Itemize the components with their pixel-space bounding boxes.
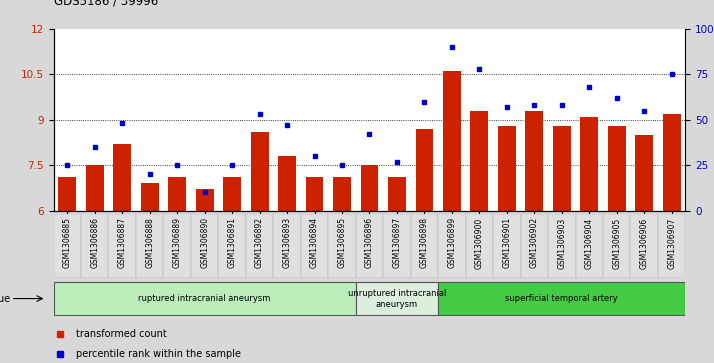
Text: transformed count: transformed count — [76, 329, 166, 339]
Text: GSM1306907: GSM1306907 — [667, 217, 676, 269]
Text: superficial temporal artery: superficial temporal artery — [506, 294, 618, 303]
Text: unruptured intracranial
aneurysm: unruptured intracranial aneurysm — [348, 289, 446, 309]
Text: GSM1306886: GSM1306886 — [90, 217, 99, 268]
Bar — [521, 214, 548, 278]
Text: GSM1306889: GSM1306889 — [173, 217, 181, 268]
Bar — [658, 214, 685, 278]
Bar — [59, 177, 76, 211]
Text: GSM1306900: GSM1306900 — [475, 217, 484, 269]
Bar — [333, 177, 351, 211]
Bar — [493, 214, 521, 278]
Bar — [553, 126, 570, 211]
Bar — [54, 282, 356, 315]
Bar — [635, 135, 653, 211]
Bar — [548, 214, 575, 278]
Text: GSM1306888: GSM1306888 — [145, 217, 154, 268]
Bar — [356, 282, 438, 315]
Bar — [526, 111, 543, 211]
Bar — [54, 214, 81, 278]
Text: tissue: tissue — [0, 294, 11, 303]
Text: GSM1306896: GSM1306896 — [365, 217, 374, 269]
Bar — [328, 214, 356, 278]
Bar — [278, 156, 296, 211]
Text: GSM1306885: GSM1306885 — [63, 217, 72, 268]
Bar — [663, 114, 680, 211]
Bar — [608, 126, 625, 211]
Bar — [301, 214, 328, 278]
Text: GSM1306890: GSM1306890 — [200, 217, 209, 269]
Text: GSM1306905: GSM1306905 — [613, 217, 621, 269]
Text: GDS5186 / 39996: GDS5186 / 39996 — [54, 0, 158, 7]
Text: percentile rank within the sample: percentile rank within the sample — [76, 349, 241, 359]
Bar — [251, 132, 268, 211]
Bar — [356, 214, 383, 278]
Text: GSM1306891: GSM1306891 — [228, 217, 236, 268]
Bar — [246, 214, 273, 278]
Text: GSM1306887: GSM1306887 — [118, 217, 126, 268]
Bar — [191, 214, 218, 278]
Bar — [223, 177, 241, 211]
Bar — [141, 183, 159, 211]
Bar — [443, 72, 461, 211]
Text: GSM1306898: GSM1306898 — [420, 217, 429, 268]
Bar — [388, 177, 406, 211]
Bar — [411, 214, 438, 278]
Text: GSM1306893: GSM1306893 — [283, 217, 291, 269]
Text: GSM1306895: GSM1306895 — [338, 217, 346, 269]
Text: GSM1306894: GSM1306894 — [310, 217, 319, 269]
Bar — [580, 117, 598, 211]
Bar — [466, 214, 493, 278]
Bar — [196, 189, 213, 211]
Text: GSM1306904: GSM1306904 — [585, 217, 594, 269]
Bar — [575, 214, 603, 278]
Bar — [603, 214, 630, 278]
Bar — [86, 165, 104, 211]
Text: GSM1306906: GSM1306906 — [640, 217, 649, 269]
Text: GSM1306892: GSM1306892 — [255, 217, 264, 268]
Bar — [361, 165, 378, 211]
Bar — [438, 282, 685, 315]
Bar — [383, 214, 411, 278]
Bar — [109, 214, 136, 278]
Text: GSM1306897: GSM1306897 — [393, 217, 401, 269]
Text: GSM1306901: GSM1306901 — [503, 217, 511, 269]
Bar — [136, 214, 164, 278]
Bar — [114, 144, 131, 211]
Bar — [169, 177, 186, 211]
Bar — [306, 177, 323, 211]
Text: GSM1306902: GSM1306902 — [530, 217, 539, 269]
Bar — [218, 214, 246, 278]
Bar — [498, 126, 516, 211]
Bar — [81, 214, 109, 278]
Bar — [438, 214, 466, 278]
Text: ruptured intracranial aneurysm: ruptured intracranial aneurysm — [139, 294, 271, 303]
Bar — [630, 214, 658, 278]
Text: GSM1306903: GSM1306903 — [558, 217, 566, 269]
Text: GSM1306899: GSM1306899 — [448, 217, 456, 269]
Bar — [471, 111, 488, 211]
Bar — [164, 214, 191, 278]
Bar — [273, 214, 301, 278]
Bar — [416, 129, 433, 211]
